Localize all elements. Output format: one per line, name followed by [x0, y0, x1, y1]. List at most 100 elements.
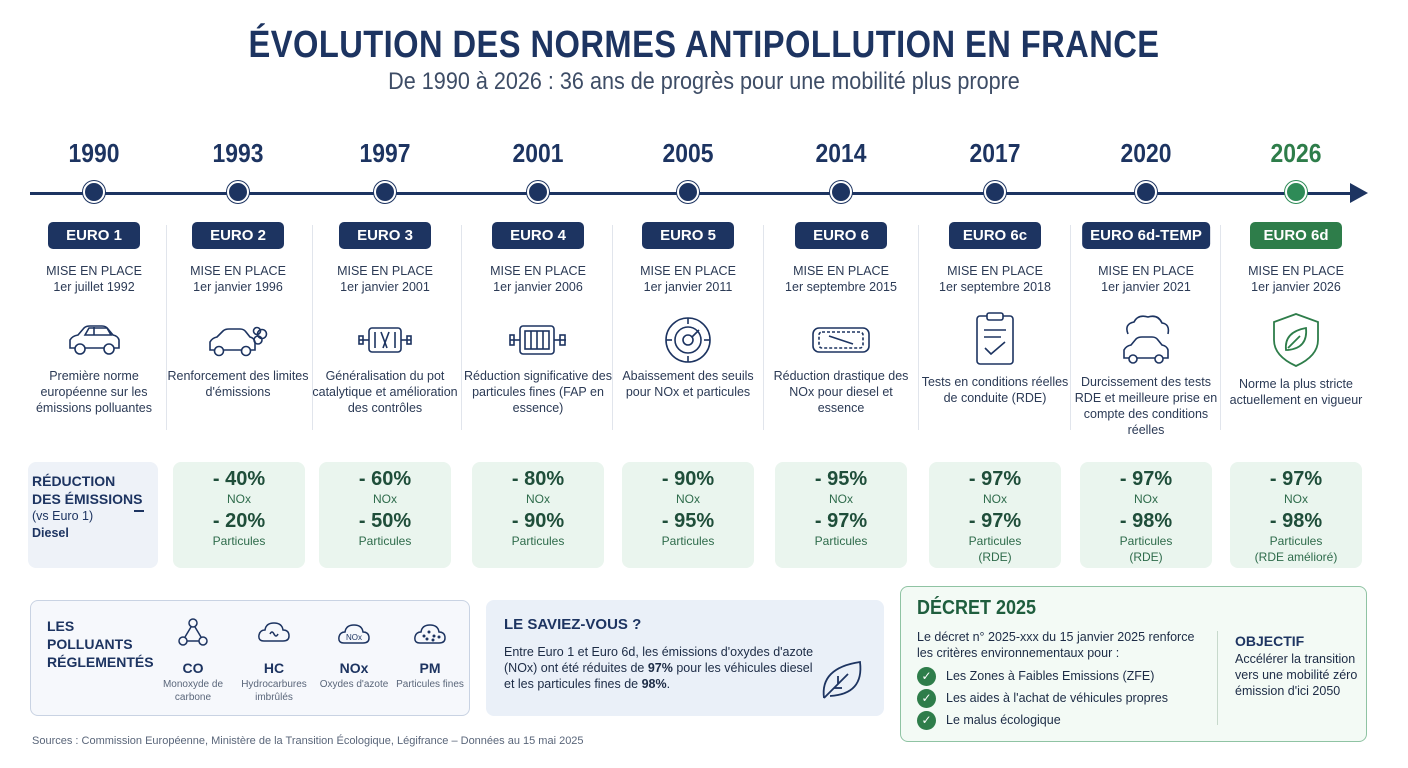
timeline-dot	[83, 181, 105, 203]
pollutants-panel: LES POLLUANTS RÉGLEMENTÉS CO Monoxyde de…	[30, 600, 470, 716]
year-label: 2020	[1120, 138, 1172, 168]
mise-en-place: MISE EN PLACE 1er janvier 2006	[490, 264, 586, 294]
leaf-shield-icon	[1266, 310, 1326, 370]
timeline-dot	[1135, 181, 1157, 203]
particle-filter-icon	[508, 310, 568, 370]
timeline-dot	[984, 181, 1006, 203]
car-icon	[64, 310, 124, 370]
year-label: 1990	[68, 138, 120, 168]
decret-item: ✓ Les aides à l'achat de véhicules propre…	[917, 688, 1168, 708]
year-label: 1993	[212, 138, 264, 168]
column-divider	[763, 225, 764, 430]
reduction-stat-euro6d: - 97% NOx - 98% Particules (RDE amélioré)	[1230, 462, 1362, 568]
timeline-column-euro6c: 2017 EURO 6c MISE EN PLACE 1er septembre …	[920, 135, 1070, 575]
check-icon: ✓	[917, 666, 936, 686]
check-icon: ✓	[917, 710, 936, 730]
norm-badge: EURO 6d-TEMP	[1082, 222, 1210, 249]
timeline-column-euro6d-temp: 2020 EURO 6d-TEMP MISE EN PLACE 1er janvi…	[1071, 135, 1221, 575]
year-label: 1997	[359, 138, 411, 168]
mise-en-place: MISE EN PLACE 1er janvier 1996	[190, 264, 286, 294]
timeline-dot	[374, 181, 396, 203]
year-label: 2001	[512, 138, 564, 168]
norm-description: Réduction significative des particules f…	[464, 369, 612, 415]
mise-en-place: MISE EN PLACE 1er septembre 2018	[939, 264, 1051, 294]
norm-description: Généralisation du pot catalytique et amé…	[312, 369, 458, 415]
pollutant-pm: PM Particules fines	[390, 615, 470, 691]
timeline-dot	[227, 181, 249, 203]
timeline-column-euro3: 1997 EURO 3 MISE EN PLACE 1er janvier 200…	[310, 135, 460, 575]
molecule-icon	[178, 618, 208, 646]
check-icon: ✓	[917, 688, 936, 708]
mise-en-place: MISE EN PLACE 1er septembre 2015	[785, 264, 897, 294]
column-divider	[1070, 225, 1071, 430]
column-divider	[166, 225, 167, 430]
timeline-column-euro4: 2001 EURO 4 MISE EN PLACE 1er janvier 200…	[463, 135, 613, 575]
nox-cloud-icon: NOx	[338, 624, 370, 644]
reduction-stat-euro6: - 95% NOx - 97% Particules	[775, 462, 907, 568]
decret-item: ✓ Le malus écologique	[917, 710, 1061, 730]
reduction-stat-euro5: - 90% NOx - 95% Particules	[622, 462, 754, 568]
pollutant-nox: NOx NOx Oxydes d'azote	[314, 615, 394, 691]
column-divider	[312, 225, 313, 430]
norm-badge: EURO 3	[339, 222, 431, 249]
timeline-column-euro2: 1993 EURO 2 MISE EN PLACE 1er janvier 199…	[163, 135, 313, 575]
svg-text:NOx: NOx	[346, 633, 362, 642]
gauge-icon	[658, 310, 718, 370]
page-title: ÉVOLUTION DES NORMES ANTIPOLLUTION EN FR…	[248, 24, 1160, 66]
mise-en-place: MISE EN PLACE 1er juillet 1992	[46, 264, 142, 294]
timeline-column-euro5: 2005 EURO 5 MISE EN PLACE 1er janvier 201…	[613, 135, 763, 575]
cloud-icon	[258, 622, 290, 642]
norm-badge: EURO 6	[795, 222, 887, 249]
pollutant-hc: HC Hydrocarbures imbrûlés	[234, 615, 314, 704]
timeline-dot	[830, 181, 852, 203]
particles-icon	[414, 624, 446, 644]
column-divider	[612, 225, 613, 430]
reduction-dash	[134, 510, 144, 512]
decret-panel: DÉCRET 2025 Le décret n° 2025-xxx du 15 …	[900, 586, 1367, 742]
did-you-know-panel: LE SAVIEZ-VOUS ? Entre Euro 1 et Euro 6d…	[486, 600, 884, 716]
sources-note: Sources : Commission Européenne, Ministè…	[32, 735, 584, 747]
column-divider	[461, 225, 462, 430]
timeline-dot	[677, 181, 699, 203]
leaf-icon	[816, 654, 868, 706]
mise-en-place: MISE EN PLACE 1er janvier 2026	[1248, 264, 1344, 294]
norm-badge: EURO 6c	[949, 222, 1041, 249]
norm-badge: EURO 5	[642, 222, 734, 249]
pollutant-co: CO Monoxyde de carbone	[153, 615, 233, 704]
car-exhaust-icon	[208, 310, 268, 370]
pollutants-title: LES POLLUANTS RÉGLEMENTÉS	[47, 618, 154, 670]
decret-divider	[1217, 631, 1218, 725]
norm-description: Tests en conditions réelles de conduite …	[921, 375, 1069, 405]
norm-description: Première norme européenne sur les émissi…	[35, 369, 153, 415]
column-divider	[918, 225, 919, 430]
objective-text: Accélérer la transition vers une mobilit…	[1235, 652, 1358, 698]
reduction-stat-euro2: - 40% NOx - 20% Particules	[173, 462, 305, 568]
year-label: 2014	[815, 138, 867, 168]
mise-en-place: MISE EN PLACE 1er janvier 2001	[337, 264, 433, 294]
page-subtitle: De 1990 à 2026 : 36 ans de progrès pour …	[388, 68, 1020, 95]
car-cloud-icon	[1116, 310, 1176, 370]
norm-badge: EURO 1	[48, 222, 140, 249]
year-label: 2005	[662, 138, 714, 168]
objective-title: OBJECTIF	[1235, 633, 1305, 649]
decret-title: DÉCRET 2025	[917, 597, 1037, 619]
timeline-dot	[527, 181, 549, 203]
timeline-column-euro6d: 2026 EURO 6d MISE EN PLACE 1er janvier 20…	[1221, 135, 1371, 575]
norm-badge: EURO 2	[192, 222, 284, 249]
decret-text: Le décret n° 2025-xxx du 15 janvier 2025…	[917, 630, 1195, 660]
norm-description: Réduction drastique des NOx pour diesel …	[773, 369, 909, 415]
reduction-stat-euro4: - 80% NOx - 90% Particules	[472, 462, 604, 568]
norm-description: Norme la plus stricte actuellement en vi…	[1229, 377, 1363, 407]
did-you-know-title: LE SAVIEZ-VOUS ?	[504, 616, 642, 633]
mise-en-place: MISE EN PLACE 1er janvier 2021	[1098, 264, 1194, 294]
norm-description: Renforcement des limites d'émissions	[167, 369, 309, 399]
column-divider	[1220, 225, 1221, 430]
norm-badge: EURO 6d	[1250, 222, 1342, 249]
timeline-column-euro1: 1990 EURO 1 MISE EN PLACE 1er juillet 199…	[19, 135, 169, 575]
filter-icon	[811, 310, 871, 370]
reduction-stat-euro6c: - 97% NOx - 97% Particules (RDE)	[929, 462, 1061, 568]
norm-badge: EURO 4	[492, 222, 584, 249]
timeline-column-euro6: 2014 EURO 6 MISE EN PLACE 1er septembre 2…	[766, 135, 916, 575]
year-label: 2017	[969, 138, 1021, 168]
timeline-arrow-icon	[1350, 183, 1368, 203]
